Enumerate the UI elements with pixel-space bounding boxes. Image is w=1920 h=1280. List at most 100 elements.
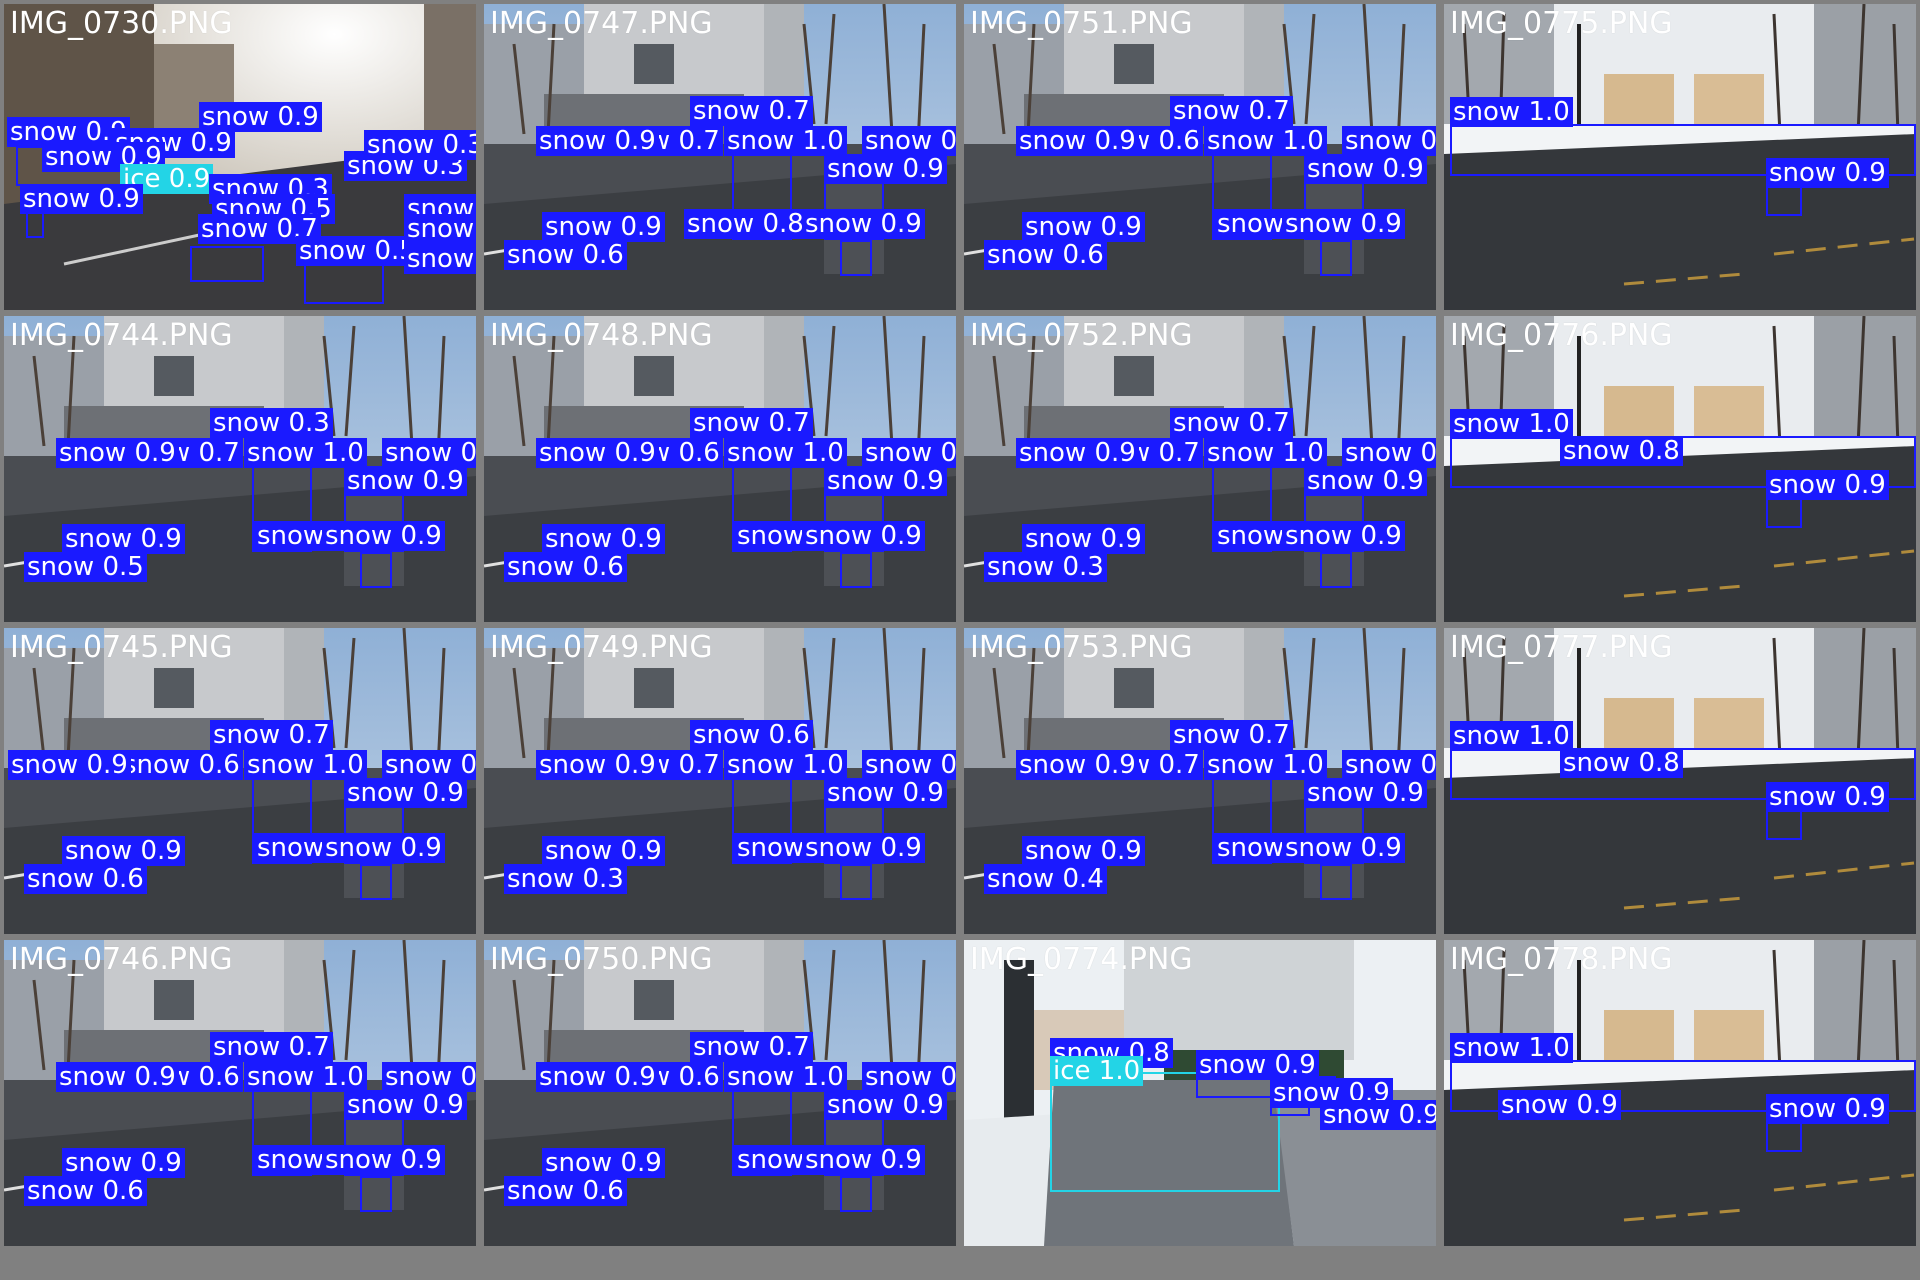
image-filename: IMG_0749.PNG — [490, 630, 713, 665]
snow-detection-label: snow 1.0 — [724, 1062, 847, 1092]
ice-bounding-box — [1050, 1072, 1280, 1192]
snow-detection-label: snow 0.8 — [862, 750, 956, 780]
snow-detection-label: snow 1.0 — [1450, 97, 1573, 127]
snow-bounding-box — [1766, 1122, 1802, 1152]
snow-detection-label: snow 0.6 — [984, 240, 1107, 270]
snow-detection-label: snow 0.9 — [536, 750, 659, 780]
image-filename: IMG_0776.PNG — [1450, 318, 1673, 353]
snow-detection-label: snow 0.9 — [56, 1062, 179, 1092]
snow-bounding-box — [840, 1176, 872, 1212]
snow-detection-label: snow 0.4 — [984, 864, 1107, 894]
snow-detection-label: snow 0.9 — [802, 1145, 925, 1175]
snow-detection-label: snow 1.0 — [1204, 438, 1327, 468]
snow-detection-label: snow 0.9 — [1320, 1100, 1436, 1130]
snow-detection-label: snow 0.9 — [8, 750, 131, 780]
snow-bounding-box — [1766, 498, 1802, 528]
image-filename: IMG_0730.PNG — [10, 6, 233, 41]
snow-detection-label: snow 0.9 — [322, 1145, 445, 1175]
snow-detection-label: snow 0.6 — [404, 244, 476, 274]
snow-detection-label: snow 0.9 — [344, 466, 467, 496]
snow-detection-label: snow 0.9 — [344, 1090, 467, 1120]
snow-detection-label: snow 0.9 — [322, 833, 445, 863]
snow-bounding-box — [1450, 748, 1916, 800]
snow-bounding-box — [360, 864, 392, 900]
snow-bounding-box — [1320, 240, 1352, 276]
snow-detection-label: snow 0.9 — [1016, 750, 1139, 780]
snow-detection-label: snow 1.0 — [1204, 126, 1327, 156]
snow-detection-label: snow 0.7 — [690, 96, 813, 126]
snow-detection-label: snow 0.5 — [296, 236, 419, 266]
image-filename: IMG_0752.PNG — [970, 318, 1193, 353]
snow-bounding-box — [304, 264, 384, 304]
snow-detection-label: snow 0.8 — [862, 1062, 956, 1092]
snow-detection-label: snow 0.9 — [1282, 209, 1405, 239]
snow-detection-label: snow 1.0 — [244, 750, 367, 780]
snow-detection-label: snow 0.8 — [684, 209, 807, 239]
snow-detection-label: snow 0.9 — [62, 524, 185, 554]
snow-detection-label: snow 1.0 — [1204, 750, 1327, 780]
snow-detection-label: snow 0.9 — [1022, 212, 1145, 242]
snow-detection-label: snow 0.6 — [504, 240, 627, 270]
snow-detection-label: snow 0.7 — [210, 1032, 333, 1062]
snow-detection-label: snow 0.9 — [1022, 836, 1145, 866]
snow-detection-label: snow 1.0 — [244, 1062, 367, 1092]
snow-detection-label: snow 0.9 — [802, 833, 925, 863]
snow-bounding-box — [1320, 552, 1352, 588]
snow-detection-label: snow 0.8 — [1560, 748, 1683, 778]
snow-detection-label: snow 0.9 — [1022, 524, 1145, 554]
snow-detection-label: snow 0.9 — [1766, 782, 1889, 812]
snow-detection-label: snow 0.9 — [344, 778, 467, 808]
snow-detection-label: snow 0.9 — [1304, 466, 1427, 496]
snow-detection-label: snow 0.9 — [824, 1090, 947, 1120]
snow-bounding-box — [1320, 864, 1352, 900]
snow-detection-label: snow 0.9 — [322, 521, 445, 551]
result-tile: snow 1.0 snow 0.9 snow 0.9 IMG_0778.PNG — [1444, 940, 1916, 1246]
snow-detection-label: snow 1.0 — [244, 438, 367, 468]
snow-detection-label: snow 1.0 — [724, 126, 847, 156]
snow-detection-label: snow 0.7 — [1170, 408, 1293, 438]
image-filename: IMG_0745.PNG — [10, 630, 233, 665]
snow-detection-label: snow 0.9 — [1304, 778, 1427, 808]
snow-detection-label: snow 0.7 — [1170, 720, 1293, 750]
snow-detection-label: snow 0.8 — [382, 750, 476, 780]
snow-detection-label: snow 0.8 — [1560, 436, 1683, 466]
snow-detection-label: snow 0.9 — [1766, 1094, 1889, 1124]
image-filename: IMG_0744.PNG — [10, 318, 233, 353]
result-tile: snow 1.0 snow 0.8 snow 0.9 IMG_0776.PNG — [1444, 316, 1916, 622]
snow-detection-label: snow 0.9 — [1498, 1090, 1621, 1120]
snow-detection-label: snow 0.9 — [56, 438, 179, 468]
snow-detection-label: snow 0.6 — [690, 720, 813, 750]
snow-detection-label: snow 0.7 — [690, 408, 813, 438]
snow-detection-label: snow 0.9 — [62, 836, 185, 866]
snow-detection-label: snow 0.8 — [1342, 126, 1436, 156]
snow-detection-label: snow 0.9 — [824, 466, 947, 496]
snow-detection-label: snow 0.9 — [536, 438, 659, 468]
snow-detection-label: snow 0.9 — [542, 524, 665, 554]
snow-detection-label: snow 0.9 — [20, 184, 143, 214]
snow-bounding-box — [840, 552, 872, 588]
snow-detection-label: snow 0.6 — [24, 1176, 147, 1206]
snow-detection-label: snow 1.0 — [1450, 1033, 1573, 1063]
image-filename: IMG_0747.PNG — [490, 6, 713, 41]
snow-bounding-box — [190, 246, 264, 282]
snow-bounding-box — [840, 864, 872, 900]
image-filename: IMG_0750.PNG — [490, 942, 713, 977]
snow-detection-label: snow 0.9 — [404, 214, 476, 244]
snow-detection-label: snow 0.9 — [1282, 833, 1405, 863]
image-filename: IMG_0774.PNG — [970, 942, 1193, 977]
result-tile: snow 0.9 snow 0.9 snow 0.9 snow 0.9 ice 0.9 s… — [4, 4, 476, 310]
snow-detection-label: snow 0.6 — [120, 750, 243, 780]
snow-bounding-box — [1450, 436, 1916, 488]
snow-detection-label: snow 0.7 — [690, 1032, 813, 1062]
snow-detection-label: snow 0.9 — [1016, 438, 1139, 468]
snow-detection-label: snow 0.9 — [536, 1062, 659, 1092]
snow-detection-label: snow 1.0 — [724, 438, 847, 468]
image-filename: IMG_0777.PNG — [1450, 630, 1673, 665]
snow-bounding-box — [1766, 186, 1802, 216]
